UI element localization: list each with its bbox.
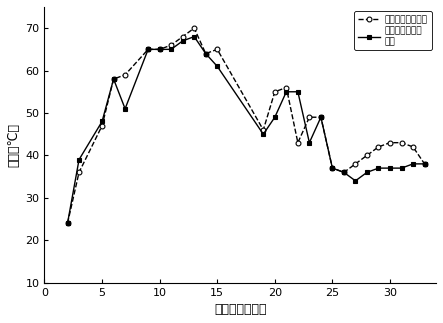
- 添加生物炭处理
素凝: [260, 132, 266, 136]
- 添加生物炭处理
素凝: [353, 179, 358, 183]
- 不添加生物炭处理: [295, 141, 300, 145]
- 添加生物炭处理
素凝: [307, 141, 312, 145]
- 添加生物炭处理
素凝: [387, 166, 392, 170]
- 添加生物炭处理
素凝: [330, 166, 335, 170]
- 不添加生物炭处理: [145, 47, 151, 51]
- 添加生物炭处理
素凝: [122, 107, 128, 111]
- 不添加生物炭处理: [157, 47, 162, 51]
- 添加生物炭处理
素凝: [145, 47, 151, 51]
- 不添加生物炭处理: [180, 35, 185, 38]
- 添加生物炭处理
素凝: [410, 162, 416, 166]
- 不添加生物炭处理: [65, 221, 70, 225]
- Legend: 不添加生物炭处理, 添加生物炭处理
素凝: 不添加生物炭处理, 添加生物炭处理 素凝: [354, 11, 431, 50]
- 不添加生物炭处理: [364, 153, 369, 157]
- 添加生物炭处理
素凝: [364, 171, 369, 174]
- 不添加生物炭处理: [168, 43, 174, 47]
- 不添加生物炭处理: [122, 73, 128, 77]
- X-axis label: 堆肟时间（天）: 堆肟时间（天）: [214, 303, 267, 316]
- 不添加生物炭处理: [191, 26, 197, 30]
- 不添加生物炭处理: [376, 145, 381, 149]
- 不添加生物炭处理: [387, 141, 392, 145]
- 添加生物炭处理
素凝: [99, 120, 105, 123]
- 不添加生物炭处理: [318, 115, 323, 119]
- 添加生物炭处理
素凝: [272, 115, 277, 119]
- 添加生物炭处理
素凝: [191, 35, 197, 38]
- 添加生物炭处理
素凝: [76, 158, 82, 162]
- 添加生物炭处理
素凝: [180, 39, 185, 43]
- 不添加生物炭处理: [284, 86, 289, 89]
- 添加生物炭处理
素凝: [168, 47, 174, 51]
- 不添加生物炭处理: [353, 162, 358, 166]
- 添加生物炭处理
素凝: [341, 171, 346, 174]
- 添加生物炭处理
素凝: [157, 47, 162, 51]
- Line: 添加生物炭处理
素凝: 添加生物炭处理 素凝: [65, 34, 427, 226]
- 添加生物炭处理
素凝: [214, 64, 220, 68]
- 添加生物炭处理
素凝: [203, 52, 208, 56]
- 添加生物炭处理
素凝: [65, 221, 70, 225]
- 添加生物炭处理
素凝: [111, 77, 116, 81]
- 不添加生物炭处理: [330, 166, 335, 170]
- 不添加生物炭处理: [341, 171, 346, 174]
- 不添加生物炭处理: [99, 124, 105, 128]
- 添加生物炭处理
素凝: [284, 90, 289, 94]
- 不添加生物炭处理: [307, 115, 312, 119]
- 不添加生物炭处理: [410, 145, 416, 149]
- 不添加生物炭处理: [76, 171, 82, 174]
- 不添加生物炭处理: [111, 77, 116, 81]
- 不添加生物炭处理: [272, 90, 277, 94]
- 添加生物炭处理
素凝: [376, 166, 381, 170]
- Line: 不添加生物炭处理: 不添加生物炭处理: [65, 26, 427, 226]
- 不添加生物炭处理: [203, 52, 208, 56]
- 不添加生物炭处理: [214, 47, 220, 51]
- 添加生物炭处理
素凝: [399, 166, 404, 170]
- 添加生物炭处理
素凝: [318, 115, 323, 119]
- 不添加生物炭处理: [399, 141, 404, 145]
- 不添加生物炭处理: [260, 128, 266, 132]
- 不添加生物炭处理: [422, 162, 427, 166]
- Y-axis label: 温度（℃）: 温度（℃）: [7, 123, 20, 167]
- 添加生物炭处理
素凝: [295, 90, 300, 94]
- 添加生物炭处理
素凝: [422, 162, 427, 166]
